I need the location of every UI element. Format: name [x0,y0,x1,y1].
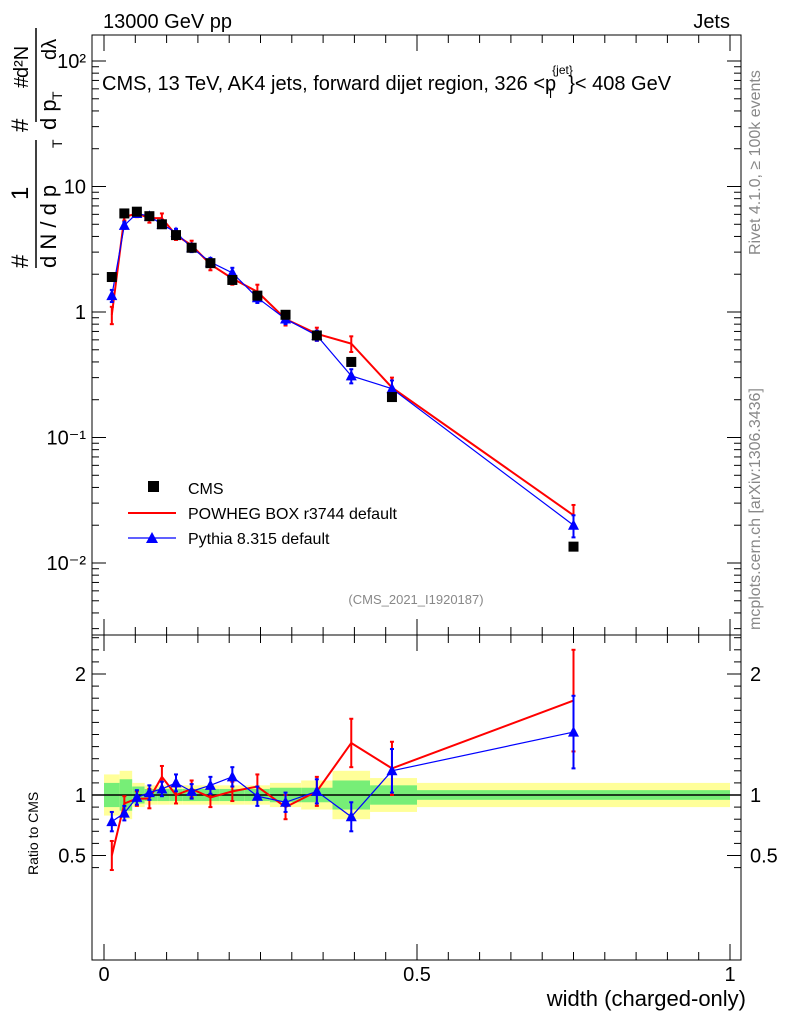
ratio-pythia-point [170,776,182,788]
plot-title-sup: {jet} [552,63,573,77]
y-label-frac2-den-end: dλ [39,39,61,60]
cms-data-point [170,230,181,241]
x-tick-label: 0.5 [403,964,431,986]
y-label-hash: # [7,254,34,268]
cms-data-point [119,208,130,219]
main-y-axis-label: # 1 d N / d p T # d p T # d²N dλ [7,28,65,268]
main-y-tick-label: 10⁻¹ [47,428,87,450]
ratio-y-tick-label-left: 0.5 [58,846,86,868]
ratio-pythia-point [280,796,292,807]
cms-data-point [252,290,263,301]
ratio-y-tick-label-right: 2 [750,664,761,686]
y-label-frac2-den: d²N [11,46,33,78]
main-series-group [106,206,579,552]
cms-data-point [106,272,117,283]
pythia-line [111,212,574,526]
y-label-frac2-num-sub: T [49,91,65,100]
plot-title-sub: T [547,87,555,101]
category-label: Jets [693,11,730,33]
cms-data-point [186,242,197,253]
ratio-pythia-point [345,810,357,822]
ratio-series-group [106,648,579,872]
y-label-hash-2: # [7,118,34,132]
legend-pythia-marker [146,532,158,543]
main-axis-ticks: 10⁻² 10⁻¹ 1 10 10² [47,35,741,635]
rivet-version-label: Rivet 4.1.0, ≥ 100k events [747,70,764,255]
energy-label: 13000 GeV pp [103,11,232,33]
ratio-pythia-point [204,779,216,790]
pythia-point [345,369,357,381]
cms-data-point [346,356,357,367]
ratio-pythia-point [568,726,579,737]
plot-title-end: }< 408 GeV [568,73,672,95]
main-y-tick-label: 1 [75,302,86,324]
cms-data-point [227,274,238,285]
ratio-axis-ticks: 0.5 0.5 1 1 2 2 0 0.5 1 [58,635,778,986]
cms-data-point [280,309,291,320]
y-label-hash-3: # [11,76,33,88]
ratio-y-tick-label-right: 1 [750,785,761,807]
ratio-pythia-point [118,807,130,818]
legend-cms-label: CMS [188,481,224,498]
y-label-frac1-den: d N / d p [36,185,61,268]
main-y-tick-label: 10 [64,177,86,199]
y-label-frac2-num: d p [36,99,61,130]
ratio-y-tick-label-left: 1 [75,785,86,807]
analysis-watermark: (CMS_2021_I1920187) [348,592,483,607]
x-tick-label: 0 [98,964,109,986]
ratio-y-axis-label: Ratio to CMS [25,792,41,875]
mcplots-label: mcplots.cern.ch [arXiv:1306.3436] [747,388,764,630]
pythia-point [106,289,118,301]
cms-data-point [311,330,322,341]
main-y-tick-label: 10² [57,51,86,73]
powheg-line [110,212,575,517]
ratio-y-tick-label-left: 2 [75,664,86,686]
ratio-pythia-point [106,815,118,827]
cms-data-point [205,258,216,269]
cms-data-point [131,206,142,217]
ratio-y-tick-label-right: 0.5 [750,846,778,868]
x-axis-title: width (charged-only) [546,986,746,1011]
pythia-point [386,382,398,394]
ratio-pythia-point [131,791,143,802]
legend-pythia-label: Pythia 8.315 default [188,531,330,548]
ratio-pythia-point [143,786,155,798]
cms-data-point [568,541,579,552]
legend-cms-marker [148,481,159,492]
y-label-one: 1 [7,187,34,200]
ratio-pythia-point [311,785,323,796]
legend: CMS POWHEG BOX r3744 default Pythia 8.31… [128,481,398,548]
ratio-pythia-point [386,764,398,776]
ratio-pythia-point [156,782,168,794]
cms-data-point [386,392,397,403]
x-tick-label: 1 [724,964,735,986]
y-label-frac1-den-sub: T [49,139,65,148]
ratio-pythia-point [186,785,198,796]
cms-data-point [144,211,155,222]
ratio-pythia-point [251,790,263,801]
cms-data-point [156,219,167,230]
pythia-point [568,519,579,530]
plot-title: CMS, 13 TeV, AK4 jets, forward dijet reg… [102,63,672,101]
plot-title-main: CMS, 13 TeV, AK4 jets, forward dijet reg… [102,73,556,95]
pythia-point [226,266,238,278]
pythia-point [118,219,130,230]
main-y-tick-label: 10⁻² [47,553,87,575]
ratio-pythia-point [226,770,238,782]
legend-powheg-label: POWHEG BOX r3744 default [188,506,398,523]
